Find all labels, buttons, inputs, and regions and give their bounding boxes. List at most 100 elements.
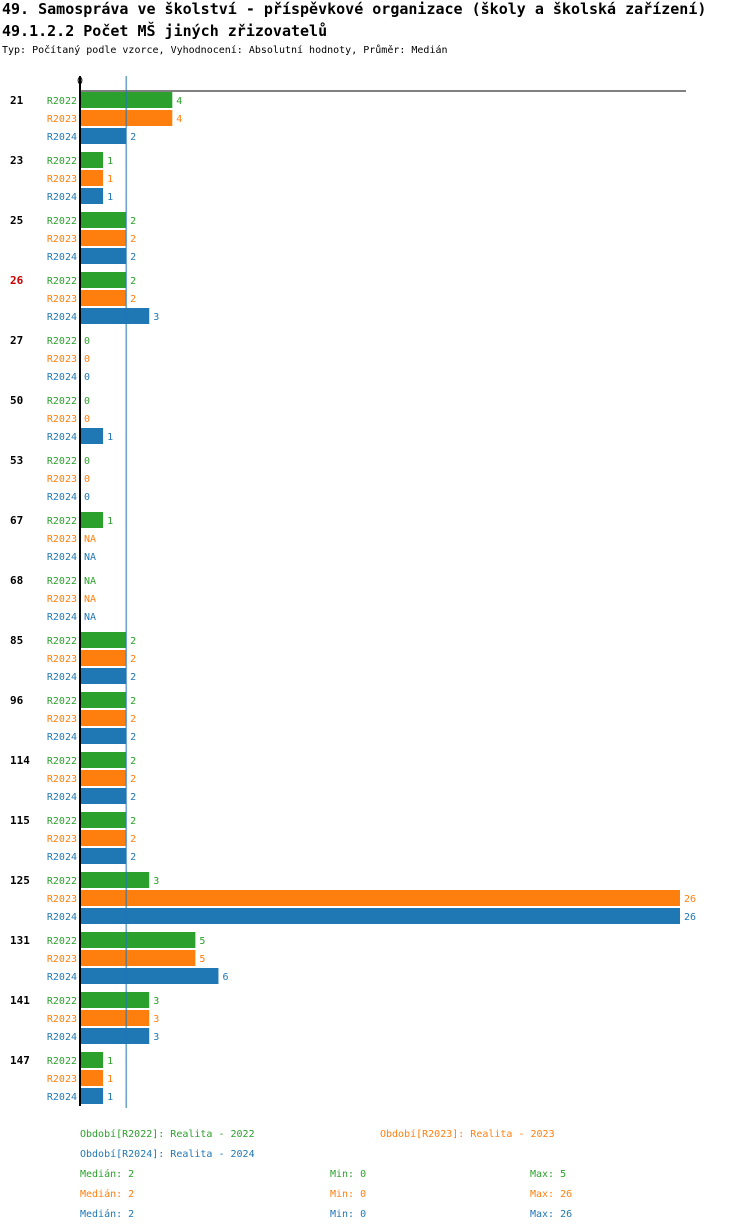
series-label-r2023: R2023	[47, 774, 77, 785]
bar-25-r2022	[80, 212, 127, 228]
bar-131-r2023	[80, 950, 196, 966]
bar-25-r2023	[80, 230, 127, 246]
bar-141-r2023	[80, 1010, 150, 1026]
value-label-53-r2022: 0	[84, 456, 90, 467]
bar-23-r2024	[80, 188, 104, 204]
bar-125-r2024	[80, 908, 680, 924]
value-label-114-r2022: 2	[130, 756, 136, 767]
bar-131-r2022	[80, 932, 196, 948]
value-label-26-r2023: 2	[130, 294, 136, 305]
series-label-r2024: R2024	[47, 552, 77, 563]
series-label-r2022: R2022	[47, 96, 77, 107]
series-label-r2024: R2024	[47, 492, 77, 503]
value-label-25-r2024: 2	[130, 252, 136, 263]
series-label-r2024: R2024	[47, 1092, 77, 1103]
value-label-96-r2023: 2	[130, 714, 136, 725]
bar-114-r2023	[80, 770, 127, 786]
category-label-115: 115	[10, 814, 30, 827]
value-label-67-r2024: NA	[84, 552, 96, 563]
bar-85-r2023	[80, 650, 127, 666]
category-label-125: 125	[10, 874, 30, 887]
category-label-67: 67	[10, 514, 23, 527]
series-label-r2024: R2024	[47, 312, 77, 323]
bar-125-r2023	[80, 890, 680, 906]
category-label-21: 21	[10, 94, 24, 107]
value-label-115-r2024: 2	[130, 852, 136, 863]
series-label-r2024: R2024	[47, 1032, 77, 1043]
bar-147-r2024	[80, 1088, 104, 1104]
series-label-r2022: R2022	[47, 516, 77, 527]
series-label-r2024: R2024	[47, 612, 77, 623]
value-label-147-r2024: 1	[107, 1092, 113, 1103]
category-label-25: 25	[10, 214, 23, 227]
value-label-50-r2022: 0	[84, 396, 90, 407]
value-label-67-r2022: 1	[107, 516, 113, 527]
bar-141-r2024	[80, 1028, 150, 1044]
bar-85-r2024	[80, 668, 127, 684]
series-label-r2022: R2022	[47, 1056, 77, 1067]
value-label-125-r2024: 26	[684, 912, 696, 923]
series-label-r2024: R2024	[47, 372, 77, 383]
value-label-50-r2024: 1	[107, 432, 113, 443]
bar-114-r2024	[80, 788, 127, 804]
value-label-96-r2024: 2	[130, 732, 136, 743]
value-label-141-r2023: 3	[153, 1014, 159, 1025]
value-label-68-r2022: NA	[84, 576, 96, 587]
stat-median-r2023: Medián: 2	[80, 1189, 135, 1200]
chart-info: Typ: Počítaný podle vzorce, Vyhodnocení:…	[2, 45, 448, 56]
value-label-26-r2024: 3	[153, 312, 159, 323]
stat-max-r2022: Max: 5	[530, 1169, 567, 1180]
series-label-r2023: R2023	[47, 1014, 77, 1025]
stat-median-r2022: Medián: 2	[80, 1169, 135, 1180]
series-label-r2024: R2024	[47, 852, 77, 863]
value-label-85-r2023: 2	[130, 654, 136, 665]
value-label-131-r2022: 5	[199, 936, 205, 947]
value-label-114-r2023: 2	[130, 774, 136, 785]
value-label-131-r2023: 5	[199, 954, 205, 965]
value-label-68-r2023: NA	[84, 594, 96, 605]
category-label-23: 23	[10, 154, 23, 167]
bar-147-r2022	[80, 1052, 104, 1068]
series-label-r2022: R2022	[47, 396, 77, 407]
stat-min-r2024: Min: 0	[330, 1209, 367, 1220]
series-label-r2022: R2022	[47, 576, 77, 587]
bar-26-r2022	[80, 272, 127, 288]
series-label-r2023: R2023	[47, 174, 77, 185]
bar-26-r2023	[80, 290, 127, 306]
series-label-r2022: R2022	[47, 936, 77, 947]
bar-23-r2023	[80, 170, 104, 186]
series-label-r2022: R2022	[47, 756, 77, 767]
value-label-27-r2022: 0	[84, 336, 90, 347]
value-label-67-r2023: NA	[84, 534, 96, 545]
series-label-r2023: R2023	[47, 894, 77, 905]
series-label-r2022: R2022	[47, 696, 77, 707]
legend-item-r2023: Období[R2023]: Realita - 2023	[380, 1129, 555, 1140]
value-label-131-r2024: 6	[222, 972, 228, 983]
series-label-r2023: R2023	[47, 354, 77, 365]
value-label-147-r2022: 1	[107, 1056, 113, 1067]
bar-125-r2022	[80, 872, 150, 888]
value-label-23-r2023: 1	[107, 174, 113, 185]
value-label-50-r2023: 0	[84, 414, 90, 425]
series-label-r2022: R2022	[47, 216, 77, 227]
chart-subtitle: 49.1.2.2 Počet MŠ jiných zřizovatelů	[2, 22, 328, 40]
value-label-21-r2023: 4	[176, 114, 182, 125]
series-label-r2022: R2022	[47, 336, 77, 347]
category-label-68: 68	[10, 574, 23, 587]
value-label-141-r2022: 3	[153, 996, 159, 1007]
bar-96-r2023	[80, 710, 127, 726]
value-label-147-r2023: 1	[107, 1074, 113, 1085]
series-label-r2023: R2023	[47, 594, 77, 605]
series-label-r2023: R2023	[47, 654, 77, 665]
series-label-r2024: R2024	[47, 252, 77, 263]
value-label-25-r2023: 2	[130, 234, 136, 245]
series-label-r2022: R2022	[47, 876, 77, 887]
series-label-r2023: R2023	[47, 114, 77, 125]
bar-chart: 021R20224R20234R2024223R20221R20231R2024…	[10, 76, 696, 1108]
series-label-r2023: R2023	[47, 414, 77, 425]
bar-115-r2024	[80, 848, 127, 864]
bar-96-r2022	[80, 692, 127, 708]
category-label-96: 96	[10, 694, 24, 707]
bar-141-r2022	[80, 992, 150, 1008]
series-label-r2023: R2023	[47, 294, 77, 305]
